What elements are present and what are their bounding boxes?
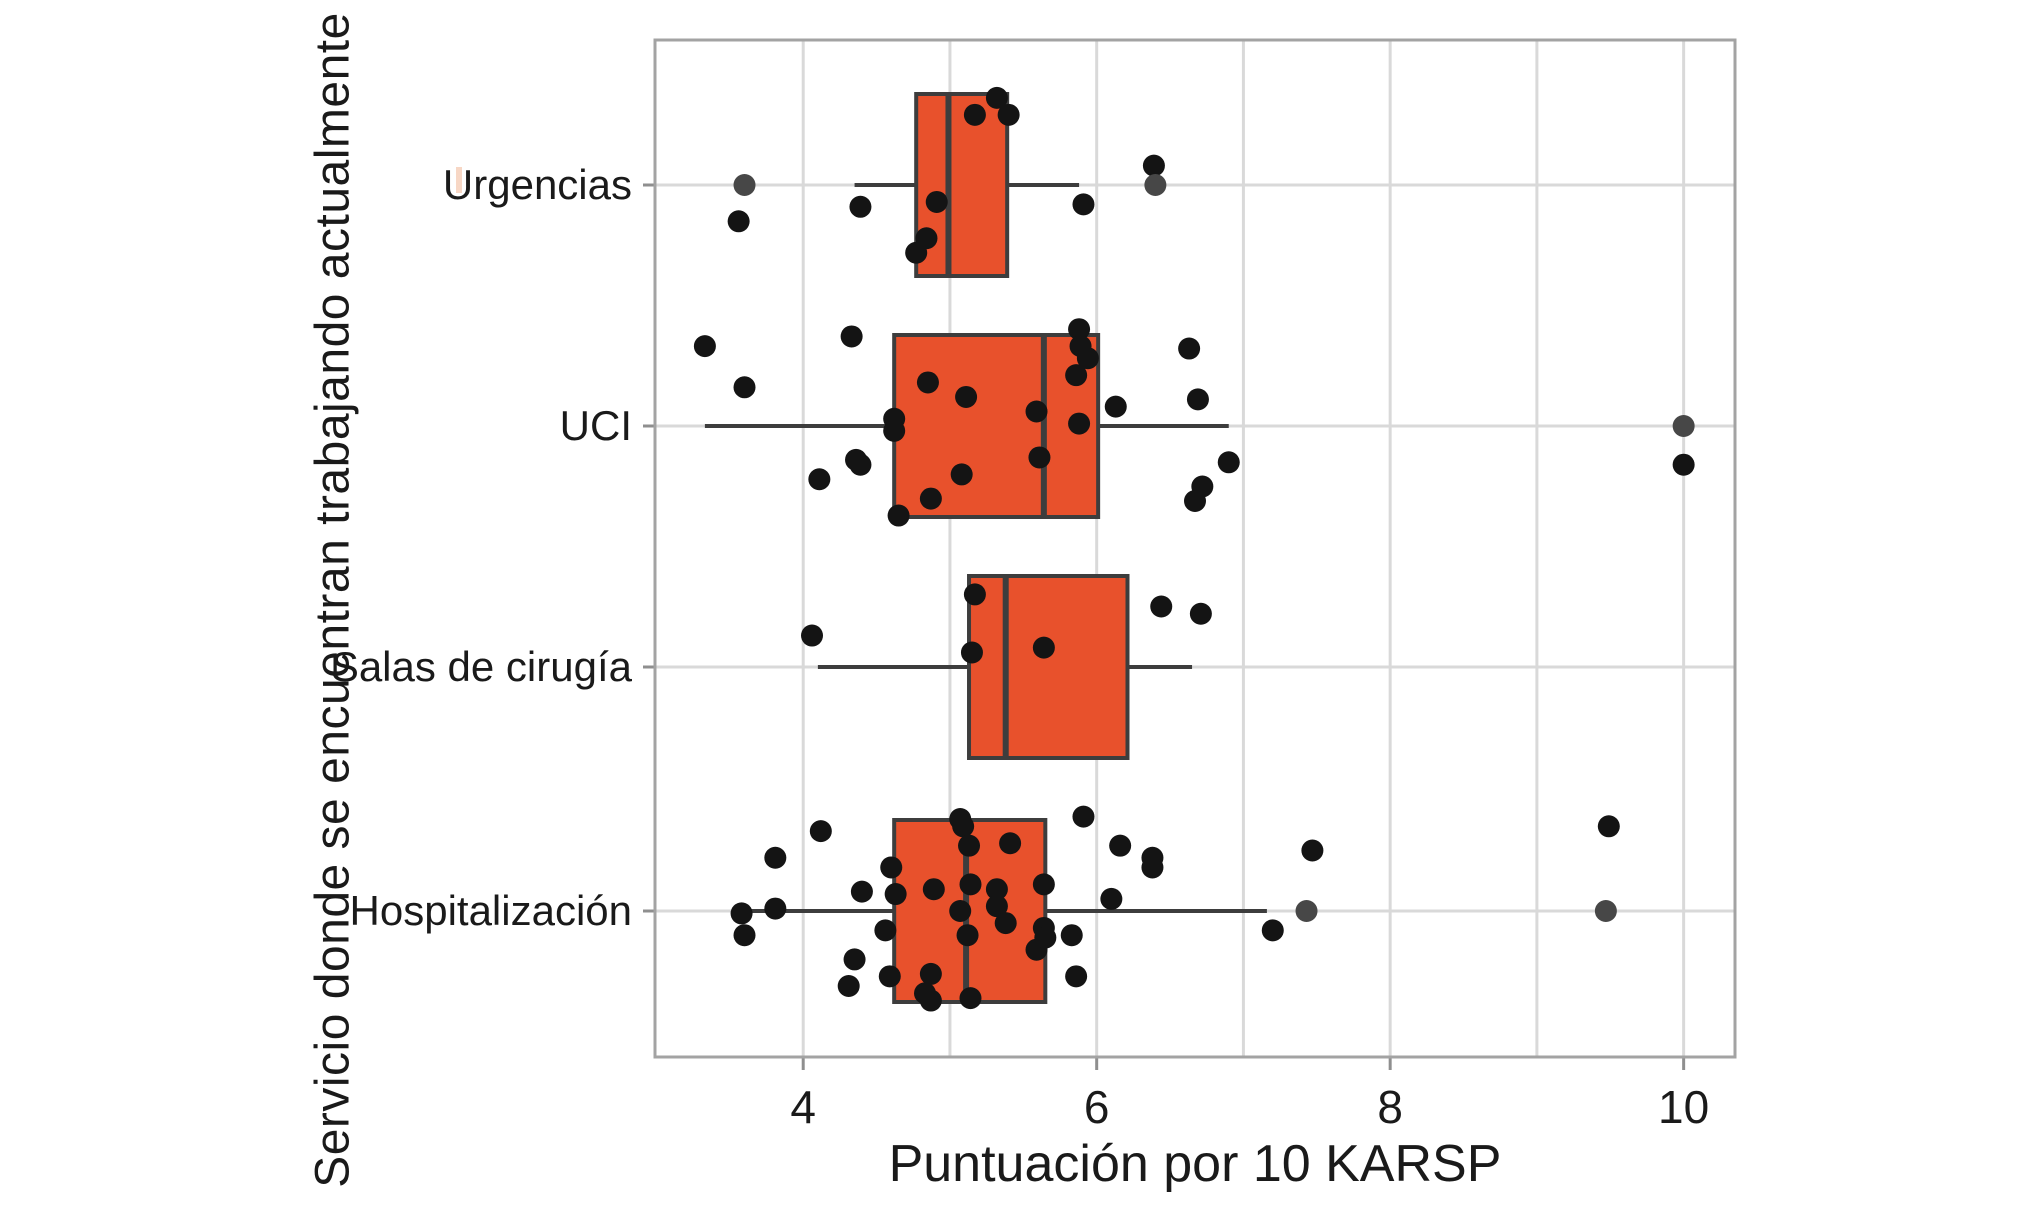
data-point-hospitalizacion [874,919,897,942]
box-salas-de-cirugia [967,574,1130,760]
data-point-hospitalizacion [1109,834,1132,857]
data-point-hospitalizacion [809,820,832,843]
data-point-uci [1068,412,1091,435]
data-point-uci [1672,453,1695,476]
data-point-hospitalizacion [1594,900,1617,922]
data-point-hospitalizacion [1295,900,1318,922]
data-point-uci [955,385,978,408]
data-point-uci [1076,347,1099,370]
y-tick-label-urgencias: Urgencias [442,161,632,208]
data-point-salas-de-cirugia [960,641,983,664]
data-point-uci [916,371,939,394]
data-point-uci [1217,451,1240,474]
data-point-hospitalizacion [1060,924,1083,947]
data-point-hospitalizacion [764,897,787,920]
data-point-hospitalizacion [999,832,1022,855]
data-point-salas-de-cirugia [801,624,824,647]
data-point-urgencias [997,103,1020,126]
data-point-hospitalizacion [1034,926,1057,949]
data-point-hospitalizacion [1072,805,1095,828]
data-point-salas-de-cirugia [1189,602,1212,625]
data-point-salas-de-cirugia [963,583,986,606]
data-point-hospitalizacion [843,948,866,971]
data-point-hospitalizacion [884,883,907,906]
data-point-hospitalizacion [959,873,982,896]
data-point-hospitalizacion [878,965,901,988]
data-point-uci [733,376,756,399]
data-point-uci [883,419,906,442]
data-point-uci [1065,364,1088,387]
data-point-hospitalizacion [1100,887,1123,910]
data-point-uci [808,468,831,491]
data-point-hospitalizacion [730,902,753,925]
data-point-uci [887,504,910,527]
x-axis-title: Puntuación por 10 KARSP [888,1135,1502,1193]
data-point-hospitalizacion [1261,919,1284,942]
x-tick-label-6: 6 [1083,1081,1110,1133]
data-point-salas-de-cirugia [1150,595,1173,618]
data-point-urgencias [985,86,1008,109]
data-point-uci [950,463,973,486]
data-point-uci [1025,400,1048,423]
data-point-urgencias [925,190,948,213]
data-point-urgencias [1142,154,1165,177]
x-tick-label-10: 10 [1658,1081,1710,1133]
data-point-hospitalizacion [1597,815,1620,838]
data-point-uci [1178,337,1201,360]
data-point-urgencias [905,241,928,264]
data-point-hospitalizacion [880,856,903,879]
y-axis-title: Servicio donde se encuentran trabajando … [306,12,360,1188]
data-point-uci [849,453,872,476]
x-tick-label-8: 8 [1377,1081,1403,1133]
data-point-salas-de-cirugia [1032,636,1055,659]
data-point-uci [1672,415,1695,437]
data-point-hospitalizacion [1301,839,1324,862]
y-tick-label-hospitalizacion: Hospitalización [349,887,632,934]
x-tick-label-4: 4 [790,1081,816,1133]
data-point-hospitalizacion [985,878,1008,901]
data-point-urgencias [963,103,986,126]
data-point-hospitalizacion [994,912,1017,935]
data-point-urgencias [727,210,750,233]
y-tick-label-salas-de-cirugia: Salas de cirugía [330,643,632,690]
data-point-urgencias [1072,193,1095,216]
data-point-hospitalizacion [956,924,979,947]
data-point-hospitalizacion [733,924,756,947]
data-point-hospitalizacion [764,846,787,869]
y-tick-label-uci: UCI [559,402,632,449]
data-point-hospitalizacion [1141,856,1164,879]
panel-border [653,38,1737,1059]
data-point-uci [919,487,942,510]
data-point-uci [840,325,863,348]
data-point-hospitalizacion [850,880,873,903]
data-point-uci [693,335,716,358]
data-point-hospitalizacion [1032,873,1055,896]
data-point-uci [1028,446,1051,469]
data-point-hospitalizacion [1065,965,1088,988]
data-point-uci [1104,395,1127,418]
data-point-uci [1068,318,1091,341]
stray-mark-artifact [456,167,462,193]
data-point-uci [1191,475,1214,498]
data-point-urgencias [1144,174,1167,196]
data-point-hospitalizacion [959,987,982,1010]
data-point-hospitalizacion [919,989,942,1012]
data-point-hospitalizacion [837,975,860,998]
data-point-hospitalizacion [952,815,975,838]
data-point-hospitalizacion [919,962,942,985]
data-point-urgencias [733,174,756,196]
data-point-hospitalizacion [985,895,1008,918]
data-point-hospitalizacion [922,878,945,901]
data-point-urgencias [849,195,872,218]
box-uci [892,333,1101,519]
data-point-hospitalizacion [949,900,972,922]
data-point-uci [1186,388,1209,411]
data-point-hospitalizacion [958,834,981,857]
